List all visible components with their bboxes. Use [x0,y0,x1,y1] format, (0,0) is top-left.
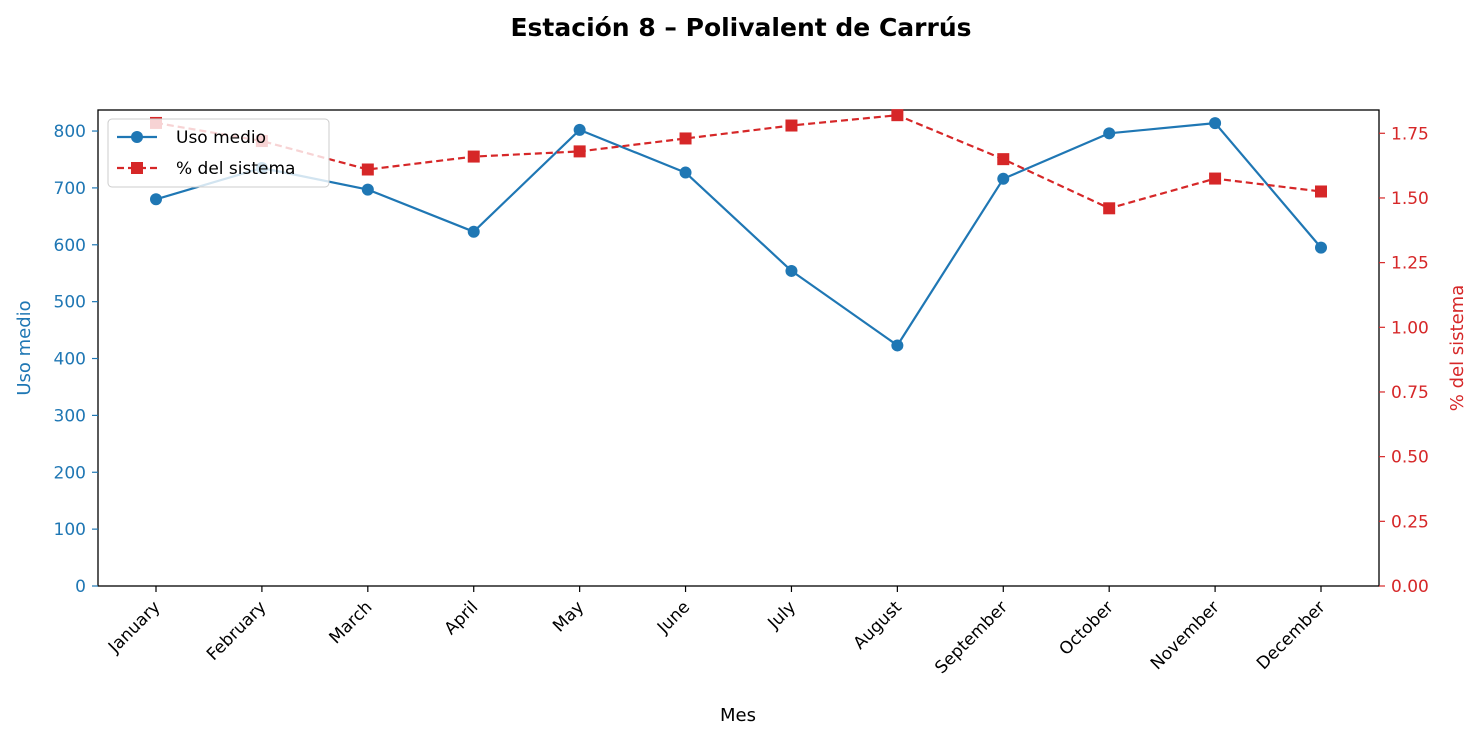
data-point-uso-medio [361,183,374,196]
data-point-pct-sistema [573,145,586,158]
x-tick-label: June [653,597,694,638]
right-tick-label: 1.25 [1391,254,1429,274]
left-tick-label: 800 [54,122,86,142]
right-tick-label: 1.50 [1391,189,1429,209]
data-point-uso-medio [1209,117,1222,130]
x-tick-label: August [850,597,906,653]
left-tick-label: 400 [54,350,86,370]
left-tick-label: 300 [54,406,86,426]
data-point-pct-sistema [1209,172,1222,185]
data-point-uso-medio [467,225,480,238]
right-tick-label: 0.75 [1391,383,1429,403]
legend: Uso medio % del sistema [107,118,330,188]
x-axis: January February March April May June July Augu… [104,586,1330,678]
left-tick-label: 0 [75,577,86,597]
right-tick-label: 0.00 [1391,577,1429,597]
x-tick-label: December [1253,597,1329,673]
x-tick-label: November [1147,597,1224,674]
data-point-uso-medio [573,123,586,136]
series-layer [150,109,1327,352]
data-point-pct-sistema [1103,202,1116,215]
x-tick-label: April [441,597,483,639]
left-y-axis: 0 100 200 300 400 500 600 700 800 [54,122,98,597]
left-tick-label: 500 [54,293,86,313]
x-tick-label: September [931,597,1012,678]
right-axis-title: % del sistema [1447,285,1468,412]
x-tick-label: October [1055,597,1117,659]
right-tick-label: 0.25 [1391,512,1429,532]
left-tick-label: 200 [54,463,86,483]
plot-area [97,109,1380,587]
series-line-uso-medio [155,121,1322,347]
data-point-pct-sistema [467,150,480,163]
legend-label-uso-medio: Uso medio [176,128,266,148]
series-line-pct-sistema [155,114,1322,210]
right-tick-label: 0.50 [1391,448,1429,468]
left-axis-title: Uso medio [14,300,35,395]
data-point-pct-sistema [785,119,798,132]
plot-frame [97,109,1380,587]
x-axis-title: Mes [720,705,756,726]
data-point-pct-sistema [1315,185,1327,198]
x-tick-label: February [203,597,270,664]
data-point-pct-sistema [361,163,374,176]
data-point-pct-sistema [891,109,904,122]
legend-marker-uso-medio [131,131,143,143]
data-point-pct-sistema [997,153,1010,166]
data-point-uso-medio [785,264,798,277]
x-tick-label: May [549,597,588,636]
x-tick-label: January [104,597,164,657]
left-tick-label: 600 [54,236,86,256]
legend-box [107,118,330,188]
x-tick-label: July [764,597,800,633]
right-tick-label: 1.75 [1391,124,1429,144]
legend-marker-pct-sistema [131,162,143,174]
data-point-uso-medio [150,193,162,206]
data-point-uso-medio [1103,127,1116,140]
legend-label-pct-sistema: % del sistema [176,159,295,179]
chart-title: Estación 8 – Polivalent de Carrús [510,13,971,42]
data-point-uso-medio [997,172,1010,185]
right-y-axis: 0.00 0.25 0.50 0.75 1.00 1.25 1.50 1.75 [1379,124,1429,597]
data-point-pct-sistema [679,132,692,145]
left-tick-label: 100 [54,520,86,540]
right-tick-label: 1.00 [1391,318,1429,338]
data-point-uso-medio [891,339,904,352]
data-point-uso-medio [1315,241,1327,254]
left-tick-label: 700 [54,179,86,199]
data-point-uso-medio [679,166,692,179]
x-tick-label: March [326,597,377,648]
